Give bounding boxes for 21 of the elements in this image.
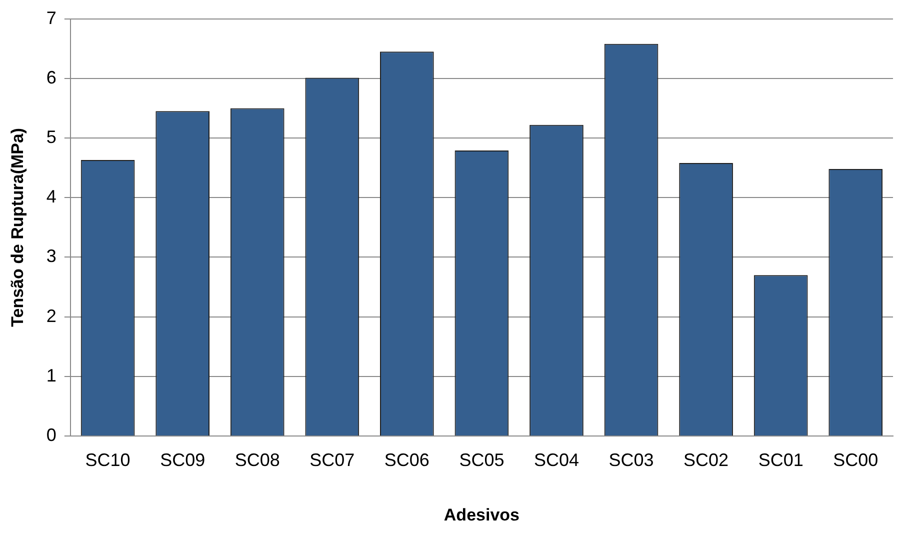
- x-tick-label: SC05: [459, 450, 504, 470]
- y-tick-label: 7: [46, 8, 56, 28]
- x-tick-label: SC00: [833, 450, 878, 470]
- y-tick-label: 6: [46, 67, 56, 88]
- y-tick-label: 2: [46, 306, 56, 326]
- x-tick-label: SC08: [234, 450, 280, 470]
- x-tick-label: SC04: [534, 450, 579, 470]
- x-axis-title: Adesivos: [444, 505, 520, 524]
- y-tick-label: 4: [46, 186, 56, 207]
- x-tick-label: SC09: [160, 450, 206, 470]
- y-axis-title: Tensão de Ruptura(MPa): [8, 128, 27, 327]
- x-tick-label: SC02: [684, 450, 729, 470]
- y-tick-label: 3: [46, 246, 56, 266]
- x-tick-label: SC10: [85, 450, 130, 470]
- x-tick-label: SC07: [310, 450, 355, 470]
- x-tick-label: SC03: [608, 450, 654, 470]
- x-tick-label: SC06: [384, 450, 430, 470]
- y-tick-label: 1: [46, 365, 56, 386]
- y-tick-label: 0: [46, 424, 56, 445]
- y-tick-label: 5: [46, 126, 56, 147]
- x-tick-label: SC01: [758, 450, 804, 470]
